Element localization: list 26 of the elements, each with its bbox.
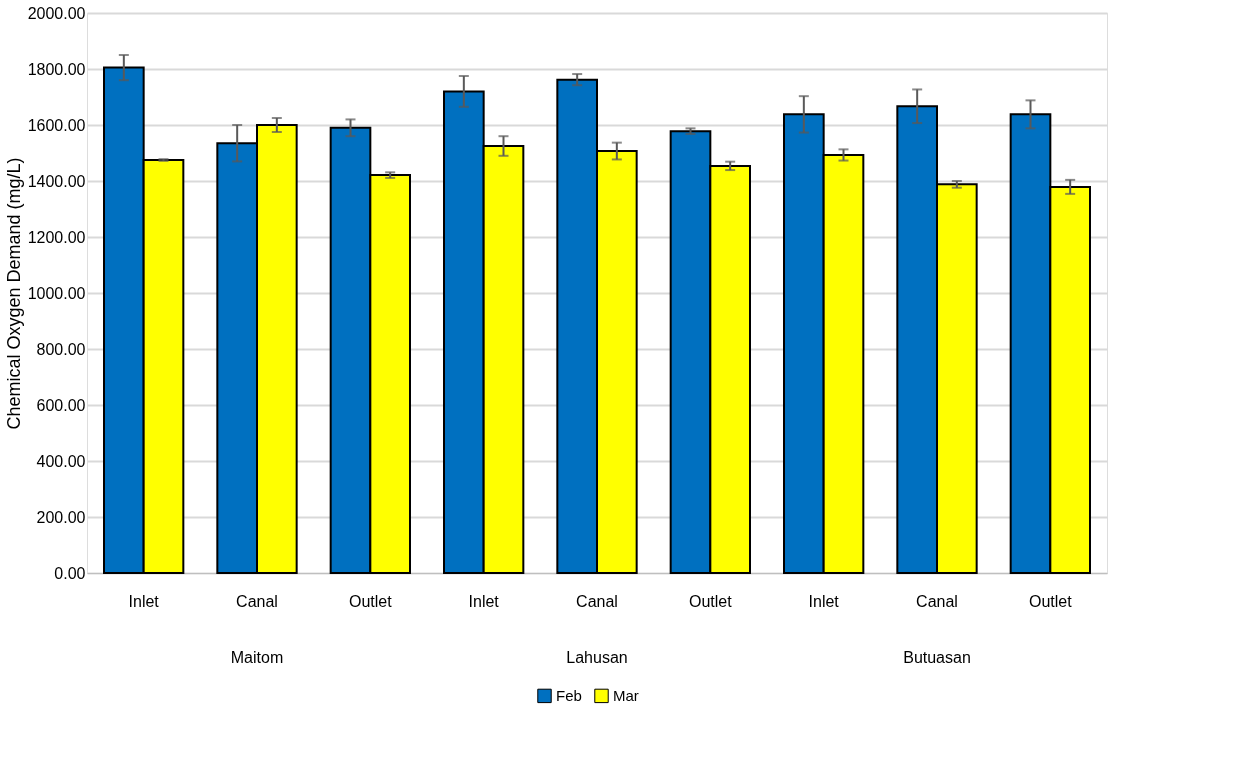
x-tick-label: Canal bbox=[236, 592, 278, 610]
y-tick-label: 0.00 bbox=[54, 564, 86, 582]
y-tick-label: 800.00 bbox=[36, 340, 86, 358]
y-tick-label: 1000.00 bbox=[27, 284, 86, 302]
x-tick-label: Canal bbox=[576, 592, 618, 610]
y-tick-label: 2000.00 bbox=[27, 4, 86, 22]
x-tick-label: Inlet bbox=[468, 592, 500, 610]
text: Lahusan bbox=[566, 649, 628, 666]
y-tick-label: 1600.00 bbox=[27, 116, 86, 134]
y-tick-label: 200.00 bbox=[36, 508, 86, 526]
y-axis-title: Chemical Oxygen Demand (mg/L) bbox=[3, 157, 24, 430]
y-tick-label: 1200.00 bbox=[27, 228, 86, 246]
y-tick-label: 1800.00 bbox=[27, 60, 86, 78]
y-tick-label: 1400.00 bbox=[27, 172, 86, 190]
legend-label: Feb bbox=[556, 686, 582, 704]
x-tick-label: Outlet bbox=[348, 592, 393, 610]
x-tick-label: Inlet bbox=[808, 592, 840, 610]
y-tick-label: 400.00 bbox=[36, 452, 86, 470]
y-tick-label: 600.00 bbox=[36, 396, 86, 414]
x-tick-label: Outlet bbox=[1028, 592, 1073, 610]
x-tick-label: Canal bbox=[916, 592, 958, 610]
legend-label: Mar bbox=[613, 686, 639, 704]
text: Butuasan bbox=[903, 649, 971, 666]
x-tick-label: Outlet bbox=[688, 592, 733, 610]
text: Maitom bbox=[230, 649, 284, 666]
x-tick-label: Inlet bbox=[128, 592, 160, 610]
